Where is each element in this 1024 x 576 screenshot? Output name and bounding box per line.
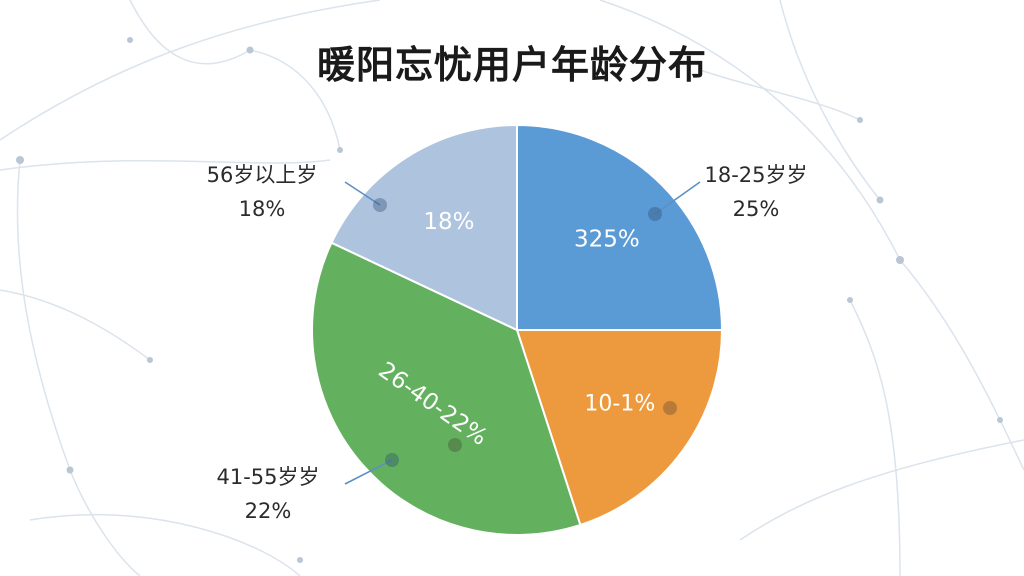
leader-anchor-dot <box>385 453 399 467</box>
leader-line <box>344 459 393 485</box>
pie-slice <box>516 123 724 331</box>
slice-inner-label: 325% <box>574 227 640 253</box>
chart-title: 暖阳忘忧用户年龄分布 <box>316 43 707 87</box>
leader-line <box>654 181 701 215</box>
pie-slice <box>515 329 724 527</box>
outer-label-56-plus: 56岁以上岁 18% <box>182 158 342 226</box>
outer-label-percent: 22% <box>244 499 292 523</box>
leader-anchor-dot <box>373 198 387 212</box>
outer-label-percent: 25% <box>732 197 780 221</box>
leader-line <box>344 181 381 206</box>
outer-label-41-55: 41-55岁岁 22% <box>198 460 338 528</box>
leader-anchor-dot <box>648 207 662 221</box>
outer-label-name: 56岁以上岁 <box>206 163 318 187</box>
pie-slice <box>330 123 518 332</box>
outer-label-18-25: 18-25岁岁 25% <box>686 158 826 226</box>
pie-slice <box>311 241 582 536</box>
outer-label-name: 41-55岁岁 <box>216 465 320 489</box>
slice-inner-label: 10-1% <box>584 392 655 417</box>
slice-anchor-dot <box>663 401 677 415</box>
outer-label-name: 18-25岁岁 <box>704 163 808 187</box>
slice-inner-label: 18% <box>423 209 474 235</box>
outer-label-percent: 18% <box>238 197 286 221</box>
slice-anchor-dot <box>448 438 462 452</box>
